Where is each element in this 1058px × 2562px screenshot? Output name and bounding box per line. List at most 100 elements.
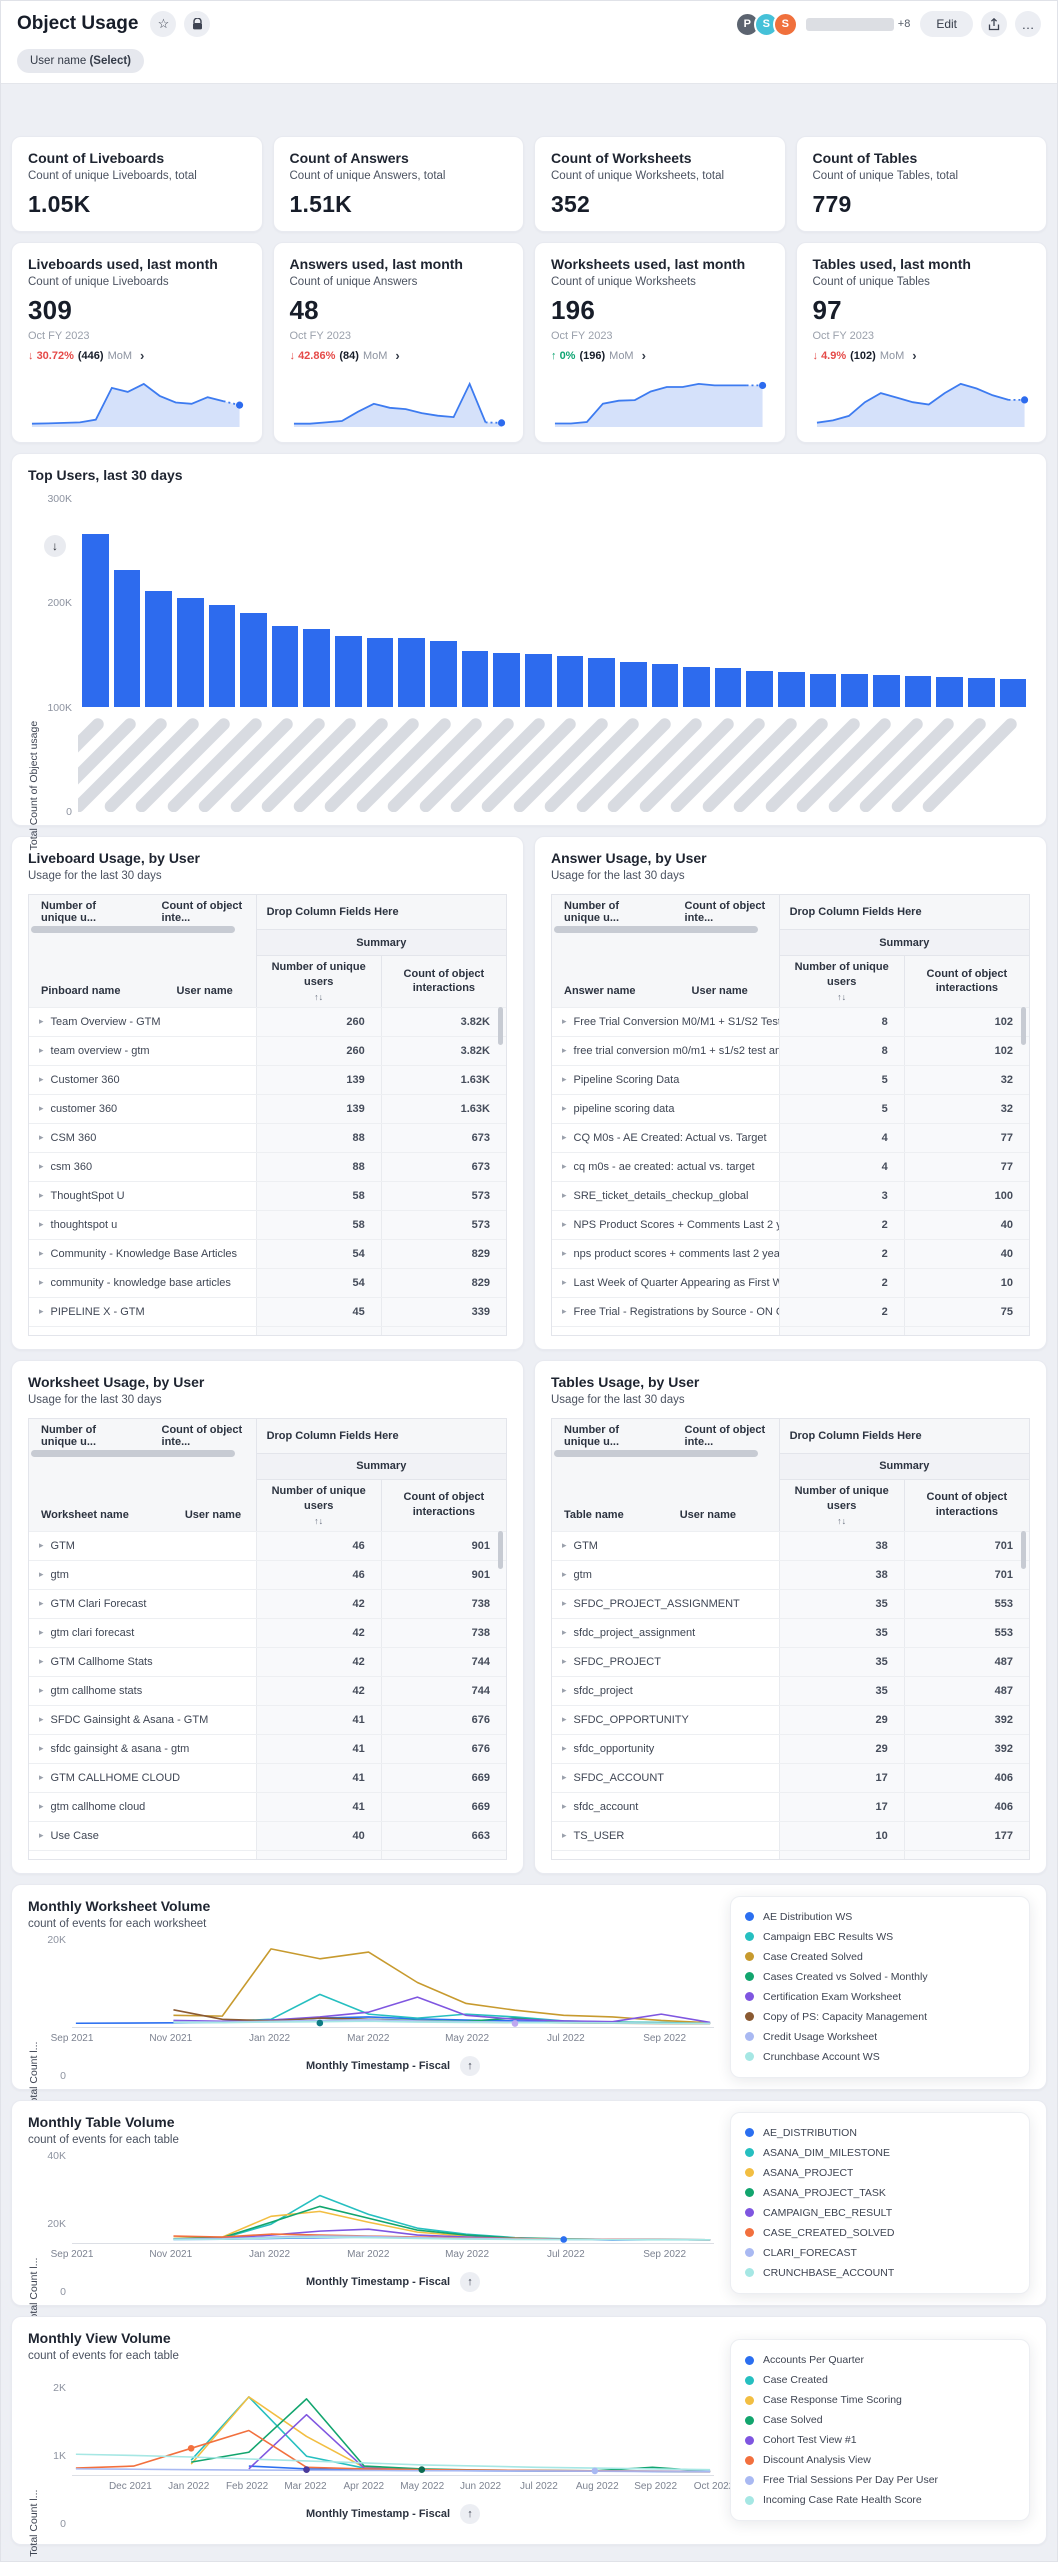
expand-icon[interactable]: ▸ xyxy=(562,1161,567,1172)
dimension-label[interactable]: User name xyxy=(176,984,233,997)
expand-icon[interactable]: ▸ xyxy=(562,1103,567,1114)
legend-item[interactable]: Credit Usage Worksheet xyxy=(745,2027,1015,2047)
sort-icon[interactable]: ↑↓ xyxy=(837,1515,847,1526)
axis-sort-button[interactable]: ↑ xyxy=(460,2055,481,2076)
column-header[interactable]: Number of unique users ↑↓ xyxy=(255,1478,381,1531)
table-row[interactable]: ▸ NPS Product Scores + Comments Last 2 ye… xyxy=(552,1209,1029,1239)
measure-chip[interactable]: Number of unique u... xyxy=(564,1423,619,1448)
expand-icon[interactable]: ▸ xyxy=(562,1540,567,1551)
more-users-count[interactable]: +8 xyxy=(897,18,911,30)
legend-item[interactable]: CAMPAIGN_EBC_RESULT xyxy=(745,2203,1015,2223)
legend-item[interactable]: AE_DISTRIBUTION xyxy=(745,2123,1015,2143)
table-row[interactable]: ▸ community - knowledge base articles 54 82… xyxy=(29,1267,506,1297)
sort-icon[interactable]: ↑↓ xyxy=(314,991,324,1002)
expand-icon[interactable]: ▸ xyxy=(562,1743,567,1754)
table-row[interactable]: ▸ GTM 46 901 xyxy=(29,1530,506,1560)
expand-icon[interactable]: ▸ xyxy=(39,1830,44,1841)
bar[interactable] xyxy=(398,638,426,707)
expand-icon[interactable]: ▸ xyxy=(562,1714,567,1725)
table-row[interactable]: ▸ Team Overview - GTM 260 3.82K xyxy=(29,1006,506,1036)
favorite-star-button[interactable]: ☆ xyxy=(150,11,177,37)
expand-icon[interactable]: ▸ xyxy=(562,1598,567,1609)
bar[interactable] xyxy=(999,679,1027,707)
dimension-label[interactable]: Pinboard name xyxy=(41,984,121,997)
bar[interactable] xyxy=(240,613,267,707)
expand-icon[interactable]: ▸ xyxy=(562,1772,567,1783)
bar[interactable] xyxy=(714,668,742,707)
legend-item[interactable]: Accounts Per Quarter xyxy=(745,2350,1015,2370)
expand-icon[interactable]: ▸ xyxy=(562,1627,567,1638)
table-row[interactable]: ▸ sfdc_project_assignment 35 553 xyxy=(552,1617,1029,1647)
table-row[interactable]: ▸ sfdc_project 35 487 xyxy=(552,1675,1029,1705)
expand-icon[interactable]: ▸ xyxy=(39,1045,44,1056)
bar[interactable] xyxy=(651,664,679,707)
sort-icon[interactable]: ↑↓ xyxy=(837,991,847,1002)
measure-chip[interactable]: Count of object inte... xyxy=(684,900,766,924)
table-row[interactable]: ▸ GTM 38 701 xyxy=(552,1530,1029,1560)
table-row[interactable]: ▸ SFDC_OPPORTUNITY 29 392 xyxy=(552,1704,1029,1734)
bar[interactable] xyxy=(619,661,647,707)
expand-icon[interactable]: ▸ xyxy=(39,1801,44,1812)
drop-column-zone[interactable]: Drop Column Fields Here xyxy=(778,895,1029,929)
table-row[interactable]: ▸ sfdc_opportunity 29 392 xyxy=(552,1733,1029,1763)
legend-item[interactable]: ASANA_PROJECT xyxy=(745,2163,1015,2183)
column-header[interactable]: Number of unique users ↑↓ xyxy=(778,1478,904,1531)
bar[interactable] xyxy=(493,652,520,707)
table-row[interactable]: ▸ thoughtspot u 58 573 xyxy=(29,1209,506,1239)
measure-chip[interactable]: Number of unique u... xyxy=(41,1423,96,1448)
expand-icon[interactable]: ▸ xyxy=(562,1132,567,1143)
measure-chip[interactable]: Number of unique u... xyxy=(41,900,96,924)
table-row[interactable]: ▸ gtm 38 701 xyxy=(552,1559,1029,1589)
expand-icon[interactable]: ▸ xyxy=(39,1190,44,1201)
expand-icon[interactable]: ▸ xyxy=(562,1277,567,1288)
chevron-right-icon[interactable]: › xyxy=(140,348,145,363)
column-header[interactable]: Number of unique users ↑↓ xyxy=(778,955,904,1007)
table-row[interactable]: ▸ nps product scores + comments last 2 ye… xyxy=(552,1238,1029,1268)
expand-icon[interactable]: ▸ xyxy=(562,1569,567,1580)
table-row[interactable]: ▸ SFDC Gainsight & Asana - GTM 41 676 xyxy=(29,1704,506,1734)
edit-button[interactable]: Edit xyxy=(920,11,973,37)
legend-item[interactable]: Certification Exam Worksheet xyxy=(745,1987,1015,2007)
table-row[interactable]: ▸ cq m0s - ae created: actual vs. target 4… xyxy=(552,1151,1029,1181)
bar[interactable] xyxy=(145,591,172,707)
table-row[interactable]: ▸ gtm callhome cloud 41 669 xyxy=(29,1791,506,1821)
expand-icon[interactable]: ▸ xyxy=(39,1627,44,1638)
table-row[interactable]: ▸ Last Week of Quarter Appearing as First… xyxy=(552,1267,1029,1297)
bar[interactable] xyxy=(461,650,489,707)
dimension-label[interactable]: User name xyxy=(691,984,748,997)
table-row[interactable]: ▸ gtm 46 901 xyxy=(29,1559,506,1589)
table-row[interactable]: ▸ Customer 360 139 1.63K xyxy=(29,1064,506,1094)
bar[interactable] xyxy=(430,641,457,707)
table-row[interactable]: ▸ SFDC_PROJECT_ASSIGNMENT 35 553 xyxy=(552,1588,1029,1618)
bar[interactable] xyxy=(271,625,299,707)
legend-item[interactable]: CASE_CREATED_SOLVED xyxy=(745,2223,1015,2243)
legend-item[interactable]: Case Created Solved xyxy=(745,1947,1015,1967)
legend-item[interactable]: Case Created xyxy=(745,2370,1015,2390)
bar[interactable] xyxy=(936,676,963,707)
table-row[interactable]: ▸ TS_USER 10 177 xyxy=(552,1820,1029,1850)
bar[interactable] xyxy=(841,674,869,707)
table-row[interactable]: ▸ customer 360 139 1.63K xyxy=(29,1093,506,1123)
sort-descending-button[interactable]: ↓ xyxy=(44,535,66,557)
dimension-label[interactable]: Table name xyxy=(564,1508,624,1521)
table-row[interactable]: ▸ CQ M0s - AE Created: Actual vs. Target 4… xyxy=(552,1122,1029,1152)
bar[interactable] xyxy=(113,570,141,707)
axis-sort-button[interactable]: ↑ xyxy=(460,2503,481,2524)
expand-icon[interactable]: ▸ xyxy=(39,1743,44,1754)
chevron-right-icon[interactable]: › xyxy=(912,348,917,363)
table-row[interactable]: ▸ sfdc_account 17 406 xyxy=(552,1791,1029,1821)
drop-column-zone[interactable]: Drop Column Fields Here xyxy=(778,1418,1029,1453)
bar[interactable] xyxy=(366,637,394,707)
column-header[interactable]: Count of object interactions xyxy=(380,955,506,1007)
axis-sort-button[interactable]: ↑ xyxy=(460,2271,481,2292)
horizontal-scrollbar[interactable] xyxy=(554,926,758,933)
vertical-scrollbar[interactable] xyxy=(498,1530,503,1569)
legend-item[interactable]: CRUNCHBASE_ACCOUNT xyxy=(745,2263,1015,2283)
legend-item[interactable]: Cases Created vs Solved - Monthly xyxy=(745,1967,1015,1987)
share-button[interactable] xyxy=(981,11,1007,37)
legend-item[interactable]: ASANA_PROJECT_TASK xyxy=(745,2183,1015,2203)
table-row[interactable]: ▸ Community - Knowledge Base Articles 54 82… xyxy=(29,1238,506,1268)
expand-icon[interactable]: ▸ xyxy=(39,1219,44,1230)
legend-item[interactable]: CLARI_FORECAST xyxy=(745,2243,1015,2263)
table-row[interactable]: ▸ gtm callhome stats 42 744 xyxy=(29,1675,506,1705)
